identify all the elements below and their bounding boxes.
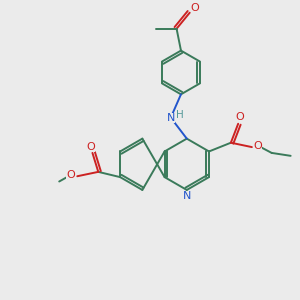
- Text: N: N: [167, 112, 175, 123]
- Text: O: O: [87, 142, 95, 152]
- Text: O: O: [190, 3, 199, 13]
- Text: O: O: [253, 141, 262, 151]
- Text: H: H: [176, 110, 184, 120]
- Text: O: O: [67, 170, 75, 180]
- Text: N: N: [183, 191, 192, 201]
- Text: O: O: [235, 112, 244, 122]
